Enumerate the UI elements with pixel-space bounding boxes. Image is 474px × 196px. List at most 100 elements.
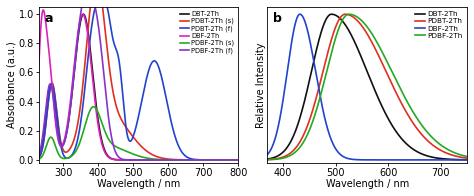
PDBF-2Th (s) (181, 159, 187, 161)
PDBT-2Th (s) (229, 159, 235, 161)
PDBF-2Th (s) (236, 159, 241, 161)
DBT-2Th (219, 159, 225, 161)
DBF-2Th (297, 13, 303, 15)
PDBF-2Th (s) (229, 159, 235, 161)
PDBF-2Th (264, 159, 270, 161)
DBF-2Th (341, 156, 347, 158)
PDBF-2Th (f) (131, 159, 137, 161)
Line: PDBF-2Th (f): PDBF-2Th (f) (38, 0, 238, 160)
PDBF-2Th (f) (36, 154, 41, 156)
PDBF-2Th (f) (219, 159, 225, 161)
DBF-2Th (229, 159, 235, 161)
DBF-2Th (40, 9, 46, 11)
DBF-2Th (181, 159, 187, 161)
PDBT-2Th (350, 15, 356, 18)
DBT-2Th (131, 159, 137, 161)
DBF-2Th (219, 159, 225, 161)
PDBF-2Th (299, 143, 305, 146)
DBT-2Th (120, 159, 126, 161)
PDBT-2Th (s) (36, 157, 41, 159)
Legend: DBT-2Th, PDBT-2Th, DBF-2Th, PDBF-2Th: DBT-2Th, PDBT-2Th, DBF-2Th, PDBF-2Th (414, 11, 464, 39)
DBT-2Th (460, 159, 466, 161)
Line: PDBT-2Th (f): PDBT-2Th (f) (38, 0, 238, 160)
PDBT-2Th (f) (120, 92, 126, 94)
DBT-2Th (328, 13, 334, 15)
DBT-2Th (36, 155, 41, 158)
PDBT-2Th (f) (36, 157, 41, 159)
PDBT-2Th (s) (131, 136, 137, 139)
PDBT-2Th (f) (236, 159, 241, 161)
PDBT-2Th (439, 150, 445, 152)
PDBF-2Th (s) (36, 158, 41, 161)
DBF-2Th (121, 159, 127, 161)
Line: PDBF-2Th: PDBF-2Th (267, 14, 467, 160)
X-axis label: Wavelength / nm: Wavelength / nm (97, 179, 180, 189)
Line: PDBF-2Th (s): PDBF-2Th (s) (38, 107, 238, 160)
DBT-2Th (464, 159, 470, 161)
PDBT-2Th (342, 13, 348, 15)
PDBF-2Th (341, 17, 346, 19)
Legend: DBT-2Th, PDBT-2Th (s), PDBT-2Th (f), DBF-2Th, PDBF-2Th (s), PDBF-2Th (f): DBT-2Th, PDBT-2Th (s), PDBT-2Th (f), DBF… (179, 10, 235, 55)
DBF-2Th (120, 159, 126, 161)
Text: b: b (273, 12, 282, 25)
PDBT-2Th (f) (219, 159, 225, 161)
DBF-2Th (464, 159, 470, 161)
DBT-2Th (439, 157, 445, 160)
PDBT-2Th (f) (229, 159, 235, 161)
PDBF-2Th (f) (181, 159, 187, 161)
PDBF-2Th (350, 14, 356, 16)
DBF-2Th (439, 159, 445, 161)
PDBF-2Th (464, 155, 470, 158)
DBF-2Th (36, 70, 41, 72)
PDBF-2Th (s) (91, 105, 96, 108)
PDBF-2Th (s) (120, 149, 126, 151)
Line: DBT-2Th: DBT-2Th (38, 14, 238, 160)
DBT-2Th (287, 142, 293, 144)
PDBT-2Th (341, 13, 346, 16)
PDBF-2Th (287, 154, 293, 157)
Line: DBF-2Th: DBF-2Th (38, 10, 238, 160)
DBF-2Th (299, 14, 305, 17)
DBT-2Th (341, 22, 347, 24)
Line: PDBT-2Th: PDBT-2Th (267, 14, 467, 160)
PDBT-2Th (s) (121, 123, 127, 125)
PDBT-2Th (287, 152, 293, 154)
DBF-2Th (264, 153, 270, 156)
PDBF-2Th (f) (236, 159, 241, 161)
PDBT-2Th (299, 137, 305, 140)
PDBF-2Th (s) (219, 159, 225, 161)
Text: a: a (45, 12, 53, 25)
DBF-2Th (131, 159, 137, 161)
PDBT-2Th (s) (236, 159, 241, 161)
PDBT-2Th (264, 158, 270, 161)
DBT-2Th (181, 159, 187, 161)
PDBT-2Th (s) (181, 159, 187, 161)
PDBF-2Th (s) (131, 153, 137, 155)
PDBT-2Th (s) (219, 159, 225, 161)
DBT-2Th (121, 159, 127, 161)
PDBT-2Th (460, 156, 466, 159)
DBF-2Th (460, 159, 466, 161)
DBT-2Th (264, 158, 270, 160)
DBF-2Th (350, 158, 356, 161)
PDBT-2Th (f) (121, 110, 127, 112)
DBT-2Th (299, 110, 305, 112)
PDBT-2Th (f) (131, 134, 137, 137)
DBF-2Th (287, 51, 293, 54)
DBF-2Th (236, 159, 241, 161)
PDBF-2Th (s) (121, 149, 127, 152)
Y-axis label: Absorbance (a.u.): Absorbance (a.u.) (7, 42, 17, 128)
PDBT-2Th (f) (181, 153, 187, 156)
PDBF-2Th (f) (229, 159, 235, 161)
DBT-2Th (229, 159, 235, 161)
Y-axis label: Relative Intensity: Relative Intensity (256, 42, 266, 128)
Line: DBF-2Th: DBF-2Th (267, 14, 467, 160)
PDBF-2Th (f) (121, 158, 127, 161)
PDBF-2Th (460, 154, 466, 157)
DBT-2Th (350, 36, 356, 39)
PDBT-2Th (464, 157, 470, 159)
PDBT-2Th (s) (120, 121, 126, 123)
DBT-2Th (236, 159, 241, 161)
Line: PDBT-2Th (s): PDBT-2Th (s) (38, 0, 238, 160)
PDBF-2Th (439, 144, 445, 147)
